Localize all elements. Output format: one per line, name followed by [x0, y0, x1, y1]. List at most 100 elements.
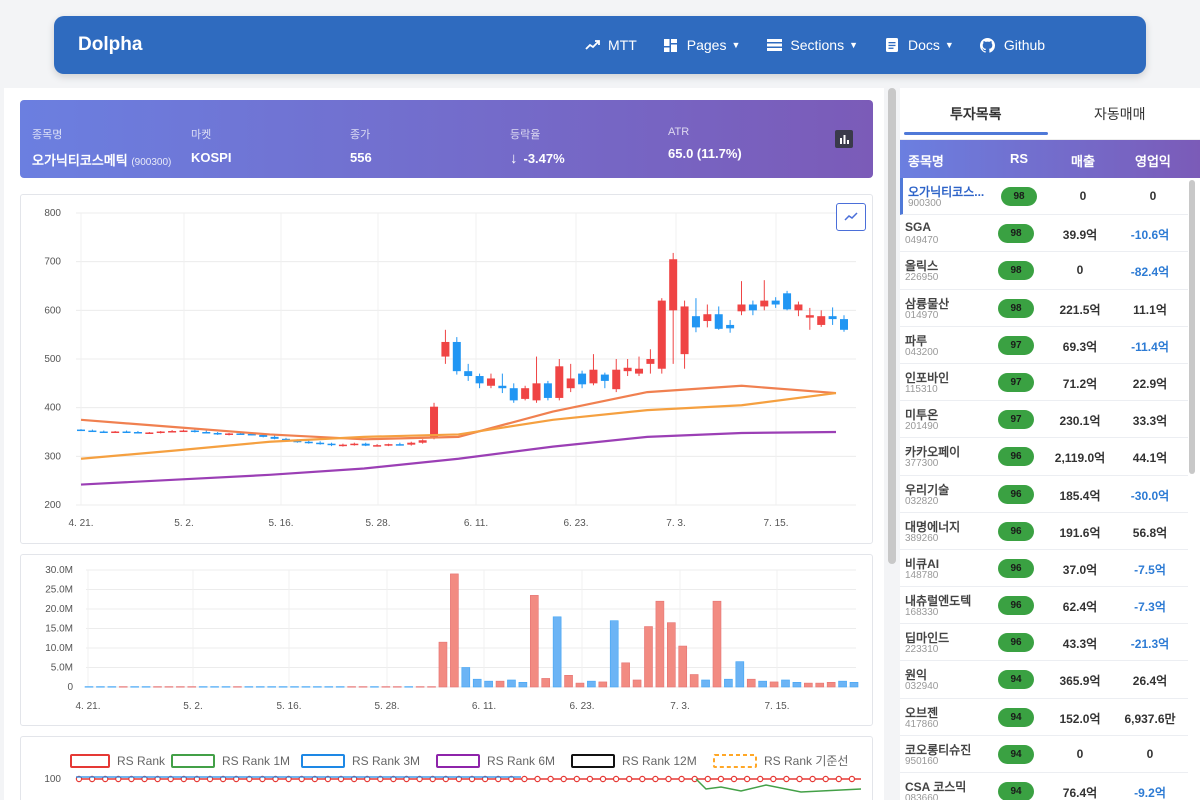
volume-bar	[632, 679, 642, 688]
candle-body	[828, 316, 837, 320]
row-sales: 76.4억	[1062, 786, 1098, 800]
table-row[interactable]: 비큐AI 148780 96 37.0억 -7.5억	[900, 550, 1188, 588]
volume-bar	[278, 686, 288, 688]
chevron-down-icon: ▼	[731, 40, 741, 50]
rs-rank-chart[interactable]: RS Rank RS Rank 1M RS Rank 3M RS Rank 6M RS …	[21, 737, 872, 800]
bar-chart-icon[interactable]	[835, 130, 853, 148]
legend-label: RS Rank 6M	[487, 754, 555, 768]
table-row[interactable]: 카카오페이 377300 96 2,119.0억 44.1억	[900, 438, 1188, 476]
candle-body	[327, 443, 336, 446]
table-row[interactable]: 오가닉티코스... 900300 98 0 0	[900, 178, 1188, 216]
volume-bar	[575, 682, 585, 688]
nav-item-github[interactable]: Github	[980, 37, 1045, 53]
candle-body	[281, 438, 290, 441]
volume-chart-card: 30.0M 25.0M 20.0M 15.0M 10.0M 5.0M 0 4. 21. 5. 2…	[20, 554, 873, 726]
rs-rank-point	[626, 775, 633, 783]
candle-body	[338, 444, 347, 447]
candle-body	[270, 436, 279, 439]
candle-body	[600, 374, 609, 381]
legend-label: RS Rank 기준선	[764, 754, 848, 768]
stock-name-label: 종목명	[32, 129, 63, 141]
table-row[interactable]: 코오롱티슈진 950160 94 0 0	[900, 736, 1188, 773]
volume-bar	[792, 682, 802, 688]
line-chart-toggle-icon[interactable]	[836, 203, 866, 231]
sections-icon	[766, 37, 782, 53]
y-tick-label: 25.0M	[45, 585, 73, 596]
nav-item-label: Github	[1003, 37, 1046, 53]
x-tick-label: 7. 15.	[763, 518, 788, 529]
close-value: 556	[350, 150, 372, 165]
table-row[interactable]: SGA 049470 98 39.9억 -10.6억	[900, 215, 1188, 253]
row-sales: 152.0억	[1059, 711, 1101, 726]
row-stock-name: 비큐AI	[905, 556, 940, 571]
watchlist-panel: 투자목록 자동매매 종목명 RS 매출 영업익 오가닉티코스... 900300 9…	[900, 88, 1200, 800]
legend-swatch	[571, 754, 615, 768]
table-row[interactable]: 삼륭물산 014970 98 221.5억 11.1억	[900, 290, 1188, 327]
volume-bar	[587, 680, 596, 688]
watchlist-scrollbar[interactable]	[1189, 180, 1195, 474]
volume-bar	[746, 678, 756, 688]
row-stock-name: 파루	[905, 333, 928, 348]
row-stock-code: 032820	[905, 495, 939, 507]
volume-bar	[290, 686, 299, 688]
table-row[interactable]: 오브젠 417860 94 152.0억 6,937.6만	[900, 699, 1188, 736]
col-header-rs[interactable]: RS	[1010, 151, 1029, 166]
col-header-sales[interactable]: 매출	[1071, 154, 1095, 169]
candle-body	[475, 376, 484, 384]
price-chart[interactable]: 800 700 600 500 400 300 200 4. 21. 5. 2. 5. 16. 5.…	[21, 195, 872, 543]
legend-label: RS Rank 1M	[222, 754, 290, 768]
table-row[interactable]: 파루 043200 97 69.3억 -11.4억	[900, 327, 1188, 364]
candle-body	[817, 316, 826, 325]
row-stock-code: 950160	[905, 755, 939, 767]
table-row[interactable]: 올릭스 226950 98 0 -82.4억	[900, 252, 1188, 290]
table-row[interactable]: 미투온 201490 97 230.1억 33.3억	[900, 401, 1188, 439]
table-row[interactable]: 우리기술 032820 96 185.4억 -30.0억	[900, 476, 1188, 513]
candle-body	[168, 431, 177, 433]
volume-chart[interactable]: 30.0M 25.0M 20.0M 15.0M 10.0M 5.0M 04. 21. 5. 2…	[21, 555, 872, 725]
candle-body	[623, 367, 632, 372]
y-tick-label: 100	[44, 774, 61, 785]
nav-item-mtt[interactable]: MTT	[584, 37, 637, 53]
volume-bar	[826, 682, 836, 688]
row-stock-code: 115310	[905, 383, 938, 395]
moving-average-line	[80, 430, 837, 486]
table-row[interactable]: 딥마인드 223310 96 43.3억 -21.3억	[900, 624, 1188, 662]
x-tick-label: 5. 2.	[183, 701, 202, 712]
volume-bar	[552, 616, 562, 688]
table-row[interactable]: 원익 032940 94 365.9억 26.4억	[900, 661, 1188, 699]
row-operating-profit: -9.2억	[1134, 786, 1166, 800]
col-header-name[interactable]: 종목명	[908, 154, 944, 169]
rs-rank-point	[757, 775, 764, 783]
tab-auto-trading[interactable]: 자동매매	[1094, 106, 1146, 122]
table-row[interactable]: 내츄럴엔도텍 168330 96 62.4억 -7.3억	[900, 587, 1188, 625]
volume-bar	[301, 686, 311, 688]
table-row[interactable]: 대명에너지 389260 96 191.6억 56.8억	[900, 513, 1188, 550]
legend-label: RS Rank 3M	[352, 754, 420, 768]
volume-bar	[438, 641, 448, 688]
rs-rank-1m-line	[695, 778, 862, 793]
row-sales: 191.6억	[1059, 525, 1101, 540]
volume-bar	[187, 686, 197, 688]
nav-item-pages[interactable]: Pages ▼	[663, 37, 741, 53]
x-tick-label: 6. 11.	[464, 518, 488, 529]
nav-item-sections[interactable]: Sections ▼	[766, 37, 858, 53]
table-row[interactable]: 인포바인 115310 97 71.2억 22.9억	[900, 364, 1188, 402]
rs-rank-point	[612, 775, 620, 783]
table-row[interactable]: CSA 코스믹 083660 94 76.4억 -9.2억	[900, 773, 1188, 800]
candle-body	[748, 304, 757, 311]
row-sales: 37.0억	[1062, 562, 1098, 577]
candle-body	[293, 440, 302, 443]
legend-label: RS Rank	[117, 754, 166, 768]
candle-body	[840, 319, 848, 330]
rs-badge: 98	[998, 298, 1034, 318]
nav-item-docs[interactable]: Docs ▼	[884, 37, 954, 53]
brand-logo[interactable]: Dolpha	[78, 34, 143, 55]
candle-body	[156, 431, 165, 434]
volume-bar	[529, 595, 539, 688]
tab-watchlist[interactable]: 투자목록	[950, 106, 1002, 122]
main-scrollbar[interactable]	[888, 88, 896, 564]
col-header-op[interactable]: 영업익	[1135, 154, 1171, 169]
rs-rank-chart-card: RS Rank RS Rank 1M RS Rank 3M RS Rank 6M RS …	[20, 736, 873, 800]
candle-body	[350, 443, 359, 446]
rs-rank-point	[835, 775, 843, 783]
